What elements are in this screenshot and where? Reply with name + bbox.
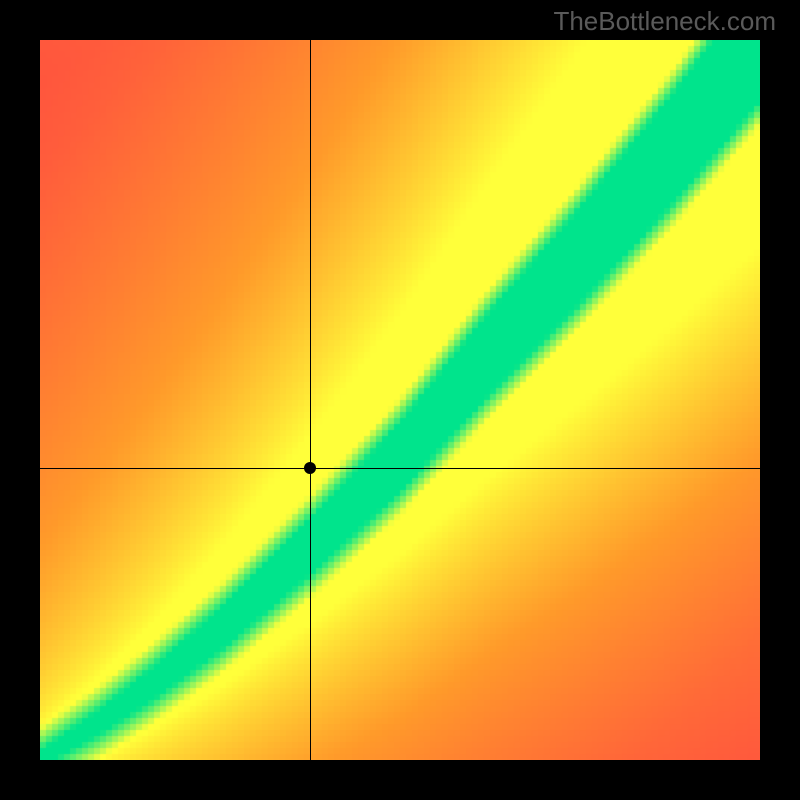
- heatmap-canvas: [40, 40, 760, 760]
- crosshair-horizontal: [40, 468, 760, 469]
- heatmap-plot: [40, 40, 760, 760]
- watermark: TheBottleneck.com: [553, 6, 776, 37]
- crosshair-vertical: [310, 40, 311, 760]
- crosshair-marker[interactable]: [304, 462, 316, 474]
